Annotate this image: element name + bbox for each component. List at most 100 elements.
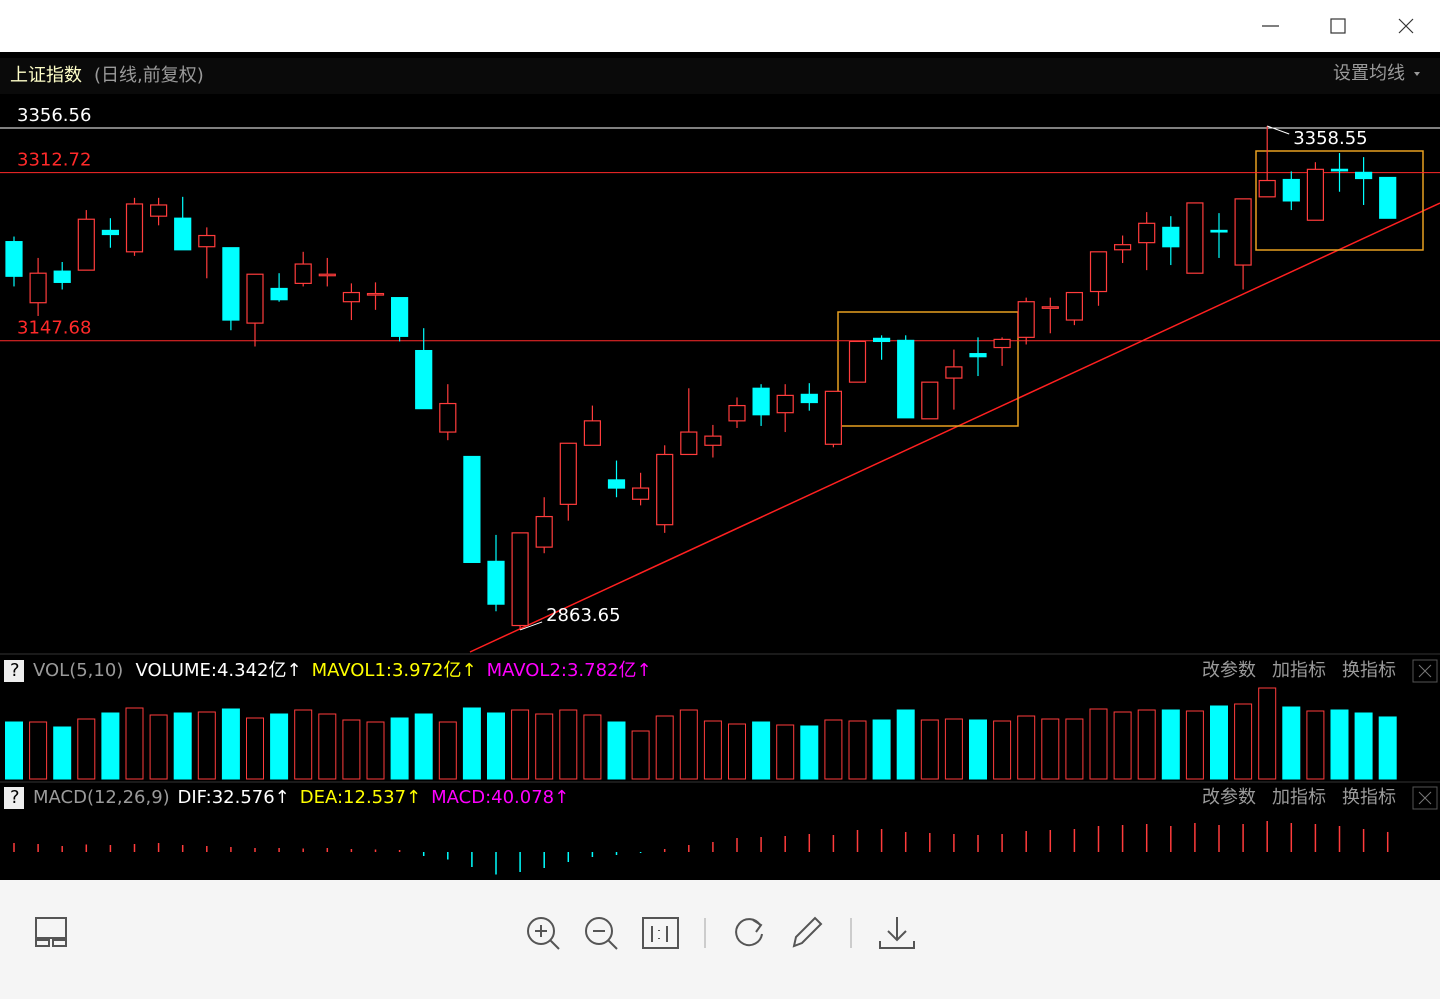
candle-body <box>366 292 385 296</box>
candle-body <box>415 349 433 410</box>
candle-body <box>1282 178 1300 202</box>
candle-body <box>53 270 71 283</box>
volume-bar <box>1089 708 1108 780</box>
volume-bar <box>77 718 96 780</box>
volume-bar <box>1330 709 1349 780</box>
volume-bar <box>679 709 698 780</box>
volume-bar <box>1210 705 1228 780</box>
candle-body <box>776 394 794 414</box>
volume-bar <box>872 719 891 780</box>
candle-body <box>1306 168 1325 221</box>
volume-bar <box>342 719 361 780</box>
candle-body <box>535 515 553 548</box>
volume-bar <box>1161 709 1180 780</box>
volume-bar <box>511 709 530 780</box>
volume-bar <box>655 715 674 780</box>
candle-body <box>1138 222 1156 244</box>
panel-close-x <box>1418 664 1432 678</box>
indicator-button[interactable]: 换指标 <box>1342 787 1396 808</box>
maximize-button[interactable] <box>1330 18 1346 34</box>
candle-body <box>77 218 95 271</box>
volume-bar <box>583 714 602 780</box>
highlight-box <box>1255 150 1424 251</box>
indicator-button[interactable]: 改参数 <box>1202 787 1256 808</box>
volume-bar <box>1378 716 1397 780</box>
indicator-value: MAVOL2:3.782亿↑ <box>487 660 652 681</box>
title-bar <box>0 0 1440 52</box>
edit-button[interactable] <box>792 916 823 948</box>
macd-bars <box>13 821 1389 875</box>
indicator-button[interactable]: 加指标 <box>1272 660 1326 681</box>
candle-body <box>1041 306 1059 309</box>
highlight-box <box>837 311 1019 427</box>
candle-body <box>1017 301 1035 338</box>
volume-bar <box>559 709 578 780</box>
volume-bar <box>246 717 264 780</box>
candle-body <box>848 340 867 383</box>
volume-bar <box>1137 709 1156 780</box>
indicator-button[interactable]: 换指标 <box>1342 660 1396 681</box>
indicator-name: VOL(5,10) <box>33 660 123 681</box>
candle-body <box>463 455 481 563</box>
volume-bar <box>993 720 1012 780</box>
candle-body <box>1354 171 1373 180</box>
candle-body <box>1210 229 1228 233</box>
candle-body <box>150 204 168 217</box>
candle-body <box>993 338 1011 349</box>
high-label: 3358.55 <box>1293 128 1367 149</box>
volume-bar <box>776 724 795 780</box>
volume-bar <box>752 721 771 780</box>
volume-bar <box>173 712 192 780</box>
chart-title: 上证指数 <box>10 65 82 86</box>
volume-bar <box>920 719 939 780</box>
candle-body <box>752 387 770 416</box>
zoom-out-button[interactable] <box>585 917 618 950</box>
indicator-name: MACD(12,26,9) <box>33 787 170 808</box>
price-label: 3147.68 <box>17 318 91 339</box>
volume-bar <box>824 719 843 780</box>
layout-button[interactable] <box>35 917 67 947</box>
help-box <box>4 787 24 809</box>
candle-body <box>29 272 47 304</box>
download-button[interactable] <box>879 917 915 949</box>
volume-bar <box>1354 712 1373 780</box>
actual-size-button[interactable] <box>642 917 679 949</box>
close-button[interactable] <box>1398 18 1414 34</box>
panel-close[interactable] <box>1412 786 1438 810</box>
candle-body <box>1065 291 1084 321</box>
candle-body <box>1234 198 1252 266</box>
volume-bar <box>1113 711 1132 780</box>
volume-bar <box>462 707 481 780</box>
volume-bar <box>438 721 457 780</box>
candle-body <box>921 381 939 420</box>
volume-bar <box>221 708 240 780</box>
volume-bar <box>101 712 120 780</box>
dropdown-arrow <box>1414 72 1420 76</box>
indicator-value: DIF:32.576↑ <box>178 787 290 808</box>
candle-body <box>656 453 674 526</box>
rotate-button[interactable] <box>735 918 763 947</box>
help-icon: ? <box>10 787 20 808</box>
candle-body <box>583 420 602 446</box>
zoom-in-button[interactable] <box>527 917 560 950</box>
ma-settings[interactable]: 设置均线 <box>1333 63 1405 84</box>
indicator-button[interactable]: 加指标 <box>1272 787 1326 808</box>
volume-bar <box>535 713 554 780</box>
candle-body <box>294 263 312 284</box>
volume-bar <box>390 717 409 780</box>
volume-bar <box>125 707 144 780</box>
volume-bar <box>29 721 48 780</box>
candle-body <box>969 353 987 358</box>
panel-close[interactable] <box>1412 659 1438 683</box>
volume-bar <box>1065 718 1084 780</box>
volume-bar <box>487 712 505 780</box>
indicator-value: DEA:12.537↑ <box>300 787 421 808</box>
trend-line <box>469 202 1440 653</box>
volume-bar <box>1185 710 1204 780</box>
volume-bar <box>414 713 433 780</box>
candle-body <box>101 229 120 236</box>
indicator-value: MAVOL1:3.972亿↑ <box>312 660 477 681</box>
indicator-button[interactable]: 改参数 <box>1202 660 1256 681</box>
toolbar <box>0 880 1440 999</box>
